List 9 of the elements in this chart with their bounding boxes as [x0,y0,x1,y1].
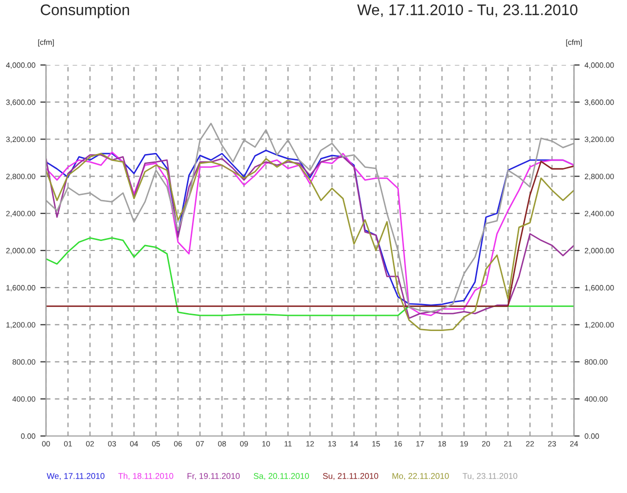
chart-title: Consumption [40,4,130,18]
text: Th, 18.11.2010 [118,472,174,480]
chart-subtitle: We, 17.11.2010 - Tu, 23.11.2010 [357,4,578,18]
text: Fr, 19.11.2010 [188,473,240,480]
text: Sa, 20.11.2010 [254,473,309,480]
text: Tu, 23.11.2010 [462,473,518,480]
text: Mo, 22.11.2010 [392,473,449,480]
text: Su, 21.11.2010 [322,473,378,480]
text: We, 17.11.2010 [46,473,104,480]
